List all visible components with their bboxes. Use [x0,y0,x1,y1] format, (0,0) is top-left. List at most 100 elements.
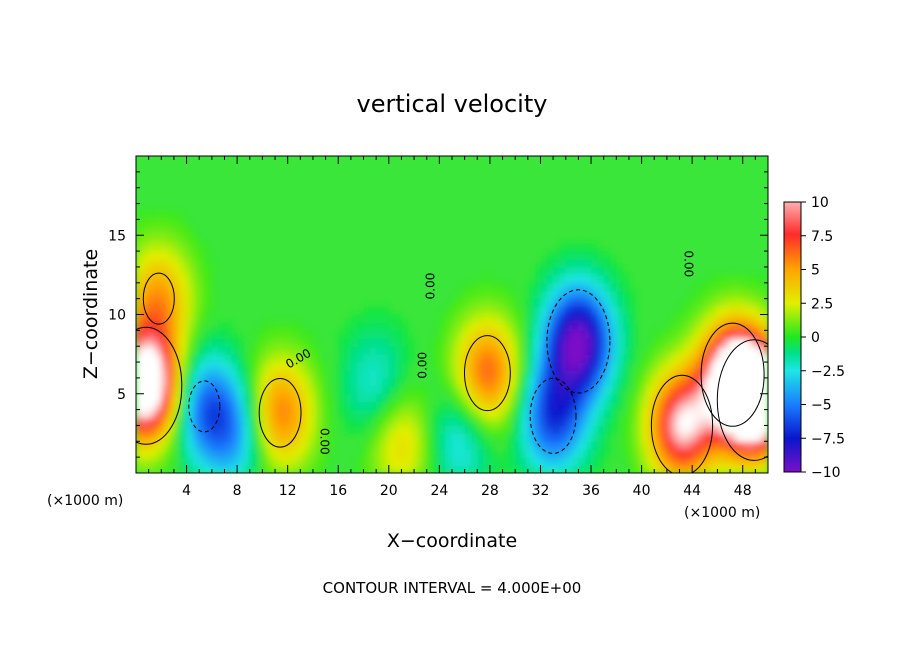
field-cell [502,290,510,300]
field-cell [192,251,200,260]
field-cell [205,377,213,387]
field-cell [294,385,301,395]
field-cell [553,259,561,268]
field-cell [142,433,150,442]
field-cell [730,330,737,339]
field-cell [136,219,143,228]
field-cell [186,338,194,347]
field-cell [369,354,377,363]
field-cell [407,401,415,411]
field-cell [173,393,181,403]
field-cell [344,322,352,331]
field-cell [572,449,579,458]
field-cell [154,298,162,308]
field-cell [534,369,542,379]
field-cell [192,330,200,339]
field-cell [736,441,744,450]
field-cell [628,433,636,442]
field-cell [489,354,497,363]
field-cell [464,290,472,300]
field-cell [275,417,282,427]
field-cell [154,259,162,268]
field-cell [452,417,459,427]
field-cell [205,425,213,434]
field-cell [622,282,630,292]
field-cell [749,314,756,324]
field-cell [268,441,276,450]
field-cell [578,243,586,252]
field-cell [350,362,358,371]
field-cell [180,259,188,268]
field-cell [704,417,712,427]
field-cell [597,330,605,339]
negative-contour [529,377,577,454]
field-cell [591,243,598,252]
field-cell [553,417,561,427]
field-cell [641,393,649,403]
field-cell [306,377,314,387]
field-cell [527,377,535,387]
field-cell [369,362,377,371]
field-cell [199,298,207,308]
field-cell [186,290,194,300]
field-cell [565,306,573,316]
field-cell [660,377,668,387]
field-cell [445,385,453,395]
field-cell [559,401,567,411]
field-cell [237,385,245,395]
field-cell [730,369,737,379]
field-cell [218,449,226,458]
field-cell [142,346,150,355]
field-cell [515,338,523,347]
field-cell [363,465,371,473]
field-cell [369,441,377,450]
field-cell [704,282,712,292]
field-cell [736,385,744,395]
field-cell [502,465,510,473]
field-cell [616,362,624,371]
field-cell [401,401,409,411]
field-cell [749,433,756,442]
field-cell [205,362,213,371]
field-cell [527,433,535,442]
field-cell [357,314,365,324]
field-cell [237,393,245,403]
field-cell [527,314,535,324]
field-cell [597,433,605,442]
field-cell [647,385,655,395]
field-cell [534,393,542,403]
field-cell [591,354,598,363]
field-cell [742,449,750,458]
field-cell [477,369,485,379]
field-cell [369,465,377,473]
field-cell [148,306,156,316]
field-cell [382,338,390,347]
field-cell [483,274,491,284]
field-cell [666,425,674,434]
field-cell [597,322,605,331]
field-cell [572,290,579,300]
field-cell [610,274,617,284]
field-cell [186,282,194,292]
field-cell [698,417,706,427]
field-cell [350,425,358,434]
field-cell [591,393,598,403]
field-cell [281,465,289,473]
field-cell [224,385,232,395]
field-cell [414,457,421,466]
field-cell [287,369,295,379]
field-cell [736,417,744,427]
field-cell [136,306,143,316]
field-cell [673,441,681,450]
field-cell [534,457,542,466]
field-cell [211,449,219,458]
field-cell [761,290,768,300]
field-cell [578,377,586,387]
field-cell [275,369,282,379]
field-cell [148,346,156,355]
x-unit-left: (×1000 m) [47,493,123,509]
field-cell [711,417,719,427]
field-cell [508,401,516,411]
field-cell [698,377,706,387]
